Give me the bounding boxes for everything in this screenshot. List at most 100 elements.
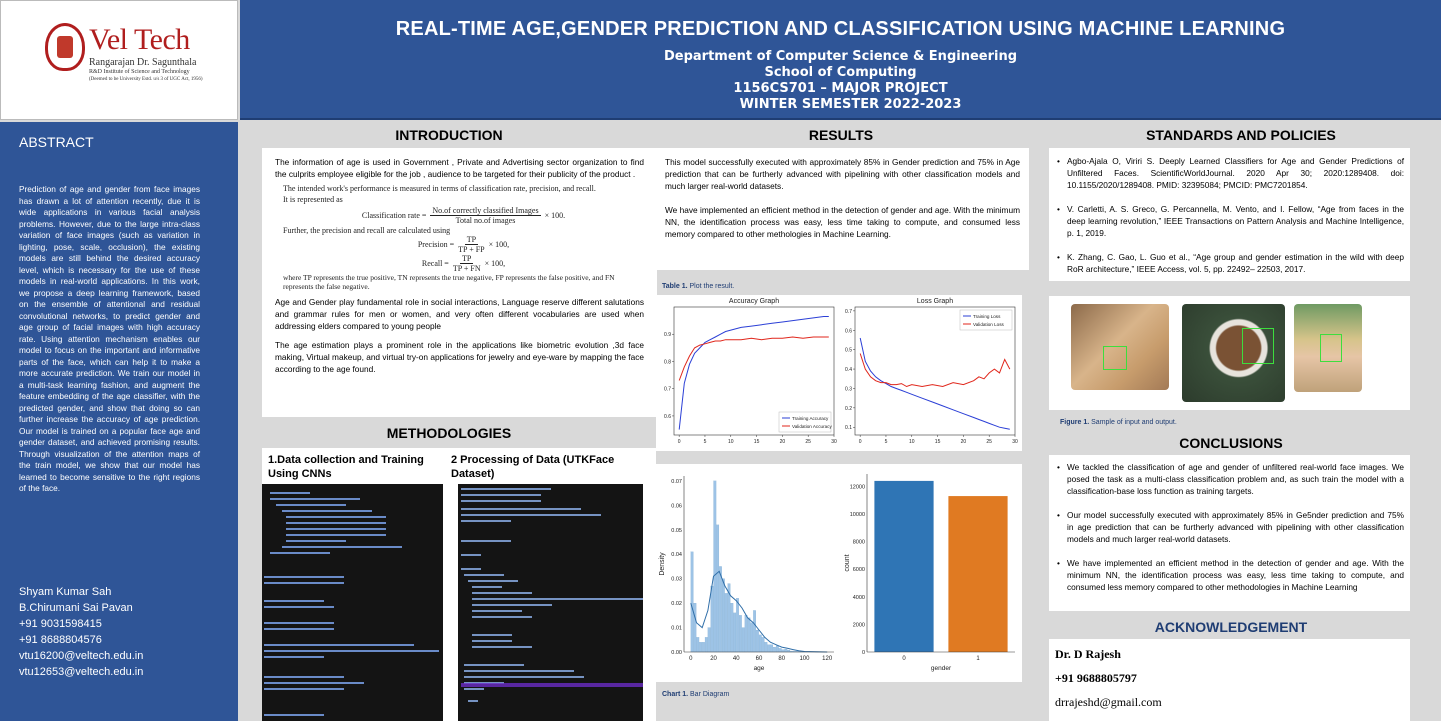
y-tick-label: 12000 xyxy=(850,484,865,490)
histogram-bar xyxy=(778,648,782,653)
chart-title: Loss Graph xyxy=(917,298,953,305)
list-item: We tackled the classification of age and… xyxy=(1055,461,1404,497)
y-tick-label: 0.2 xyxy=(845,406,852,412)
code-lines-graphic xyxy=(461,488,647,702)
fraction: No.of correctly classified Images Total … xyxy=(430,206,541,225)
gender-bar-card: 0 1 0 2000 4000 6000 8000 10000 12000 gender count xyxy=(843,464,1022,682)
recall-formula: Recall = TP TP + FN × 100, xyxy=(283,254,644,273)
x-tick-label: 40 xyxy=(733,656,740,662)
y-tick-label: 0.05 xyxy=(671,528,682,534)
accuracy-chart: Accuracy Graph 0 5 10 15 20 25 30 0.6 0.7 0.8 0.9 Tr… xyxy=(664,298,837,445)
y-tick-label: 0.4 xyxy=(845,367,852,373)
histogram-bar xyxy=(696,637,700,653)
chart-caption: Chart 1. Bar Diagram xyxy=(662,691,729,698)
histogram-bar xyxy=(713,480,717,653)
histogram-bar xyxy=(758,634,762,653)
y-tick-label: 0.3 xyxy=(845,386,852,392)
y-tick-label: 0.6 xyxy=(664,414,671,420)
list-item: V. Carletti, A. S. Greco, G. Percannella… xyxy=(1055,203,1404,239)
y-tick-label: 0.8 xyxy=(664,359,671,365)
y-tick-label: 0.5 xyxy=(845,348,852,354)
results-paragraph-2: We have implemented an efficient method … xyxy=(665,205,1020,239)
logo-sub1: Rangarajan Dr. Sagunthala xyxy=(89,57,197,68)
y-tick-label: 0.6 xyxy=(845,328,852,334)
y-tick-label: 2000 xyxy=(853,622,865,628)
intro-paragraph-3: The age estimation plays a prominent rol… xyxy=(275,340,644,374)
face-detection-box xyxy=(1320,334,1342,362)
formula-mul: × 100, xyxy=(488,240,510,249)
x-tick-label: 20 xyxy=(780,439,786,445)
figure-caption: Figure 1. Sample of input and output. xyxy=(1060,419,1177,426)
accuracy-loss-charts: Accuracy Graph 0 5 10 15 20 25 30 0.6 0.7 0.8 0.9 Tr… xyxy=(656,295,1022,451)
caption-text: Sample of input and output. xyxy=(1091,419,1177,426)
introduction-heading: INTRODUCTION xyxy=(395,127,503,143)
formula-further: Further, the precision and recall are ca… xyxy=(283,226,451,235)
legend-label: Training Accuracy xyxy=(792,416,829,421)
series-line-validation-loss xyxy=(859,353,1011,388)
ack-name: Dr. D Rajesh xyxy=(1055,647,1121,661)
legend-box xyxy=(778,411,832,433)
x-tick-label: 15 xyxy=(754,439,760,445)
histogram-bar xyxy=(719,566,722,653)
series-line-training-loss xyxy=(859,337,1010,430)
y-tick-label: 0.02 xyxy=(671,601,682,607)
histogram-bar xyxy=(741,627,745,653)
method-step-2: 2 Processing of Data (UTKFace Dataset) xyxy=(451,454,615,480)
caption-label: Chart 1. xyxy=(662,691,689,698)
standards-list: Agbo-Ajala O, Viriri S. Deeply Learned C… xyxy=(1055,155,1404,275)
logo-name: Vel Tech xyxy=(89,23,190,56)
sample-photo-child xyxy=(1071,304,1169,390)
abstract-text: Prediction of age and gender from face i… xyxy=(19,184,200,493)
conclusions-list: We tackled the classification of age and… xyxy=(1055,461,1404,593)
caption-text: Plot the result. xyxy=(689,283,735,290)
table-caption: Table 1. Plot the result. xyxy=(662,283,734,290)
abstract-heading: ABSTRACT xyxy=(19,134,94,150)
series-line-validation-accuracy xyxy=(678,336,829,381)
sample-photo-girl xyxy=(1294,304,1362,392)
denominator: TP + FP xyxy=(458,245,485,254)
histogram-bar xyxy=(733,612,737,653)
conclusions-heading: CONCLUSIONS xyxy=(1179,435,1283,451)
contact-line: Shyam Kumar Sah xyxy=(19,586,112,598)
y-tick-label: 0.01 xyxy=(671,626,682,632)
x-tick-label: 10 xyxy=(728,439,734,445)
gender-bar-1 xyxy=(948,496,1008,652)
x-tick-label: 120 xyxy=(822,656,833,662)
contact-line: +91 9031598415 xyxy=(19,618,102,630)
formula-where: where TP represents the true positive, T… xyxy=(283,273,615,291)
x-axis-label: age xyxy=(754,665,765,672)
legend-box xyxy=(959,309,1013,331)
list-item: We have implemented an efficient method … xyxy=(1055,557,1404,593)
y-tick-label: 0.06 xyxy=(671,503,682,509)
formula-mul: × 100, xyxy=(484,259,506,268)
numerator: TP xyxy=(464,235,479,245)
histogram-bar xyxy=(739,615,742,653)
code-screenshot-processing xyxy=(458,484,647,721)
school: School of Computing xyxy=(764,65,917,80)
x-tick-label: 25 xyxy=(805,439,811,445)
x-tick-label: 15 xyxy=(935,439,941,445)
introduction-card: The information of age is used in Govern… xyxy=(262,148,657,417)
y-tick-label: 0.7 xyxy=(664,387,671,393)
denominator: Total no.of images xyxy=(455,216,516,225)
y-tick-label: 10000 xyxy=(850,512,865,518)
histogram-bar xyxy=(690,551,694,653)
logo: Vel Tech Rangarajan Dr. Sagunthala R&D I… xyxy=(0,0,238,120)
series-line-training-accuracy xyxy=(678,316,829,430)
methodologies-heading: METHODOLOGIES xyxy=(386,425,512,441)
abstract-sidebar: ABSTRACT Prediction of age and gender fr… xyxy=(0,122,238,721)
histogram-bar xyxy=(750,622,754,653)
plot-frame xyxy=(854,306,1016,436)
caption-label: Table 1. xyxy=(662,283,688,290)
logo-sub2: R&D Institute of Science and Technology xyxy=(89,69,190,75)
semester: WINTER SEMESTER 2022-2023 xyxy=(739,97,962,112)
y-tick-label: 8000 xyxy=(853,540,865,546)
contact-line: B.Chirumani Sai Pavan xyxy=(19,602,133,614)
fraction: TP TP + FN xyxy=(453,254,481,273)
formula-lhs: Precision = xyxy=(417,240,455,249)
histogram-bar xyxy=(699,642,702,653)
face-detection-box xyxy=(1103,346,1127,370)
gender-count-chart: 0 1 0 2000 4000 6000 8000 10000 12000 gender count xyxy=(844,474,1015,672)
department: Department of Computer Science & Enginee… xyxy=(663,49,1018,64)
formula-rep: It is represented as xyxy=(283,195,343,204)
